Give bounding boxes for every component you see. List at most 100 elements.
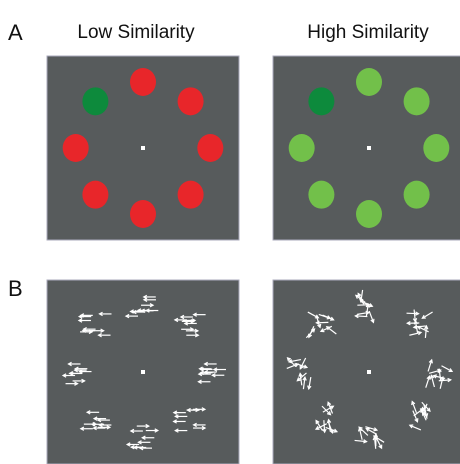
arrow-head xyxy=(195,407,200,413)
arrow-cluster xyxy=(425,358,454,389)
arrow-shaft xyxy=(302,377,306,390)
arrow-head xyxy=(413,319,419,325)
fixation-point xyxy=(141,370,145,374)
fixation-point xyxy=(367,146,371,150)
arrow-head xyxy=(131,309,137,315)
arrow-head xyxy=(100,328,105,333)
arrow-shaft xyxy=(360,289,364,302)
arrow-head xyxy=(423,413,429,418)
arrow-head xyxy=(373,427,379,432)
stimulus-disc xyxy=(356,68,382,96)
arrow-head xyxy=(378,444,383,450)
arrow-shaft xyxy=(286,363,299,370)
arrow-shaft xyxy=(421,401,431,412)
arrow-shaft xyxy=(375,437,383,449)
arrow-shaft xyxy=(425,376,431,388)
arrow-head xyxy=(79,426,85,431)
arrow-head xyxy=(212,367,218,372)
arrow-head xyxy=(429,374,435,379)
arrow-head xyxy=(154,428,160,433)
arrow-shaft xyxy=(287,357,297,368)
stimulus-disc xyxy=(62,134,89,162)
arrow-head xyxy=(137,440,142,445)
arrow-head xyxy=(307,385,312,391)
column-title: High Similarity xyxy=(307,22,429,43)
arrow-cluster xyxy=(124,294,159,319)
arrow-shaft xyxy=(373,436,377,449)
arrow-head xyxy=(421,411,426,417)
arrow-head xyxy=(61,373,67,378)
arrow-head xyxy=(183,321,189,326)
arrow-head xyxy=(141,435,146,440)
arrow-head xyxy=(88,329,94,335)
stimulus-disc xyxy=(177,180,204,209)
arrow-head xyxy=(319,328,325,333)
arrow-cluster xyxy=(77,311,112,338)
arrow-shaft xyxy=(413,309,416,322)
panel-label: B xyxy=(8,276,23,301)
arrow-head xyxy=(138,445,144,451)
arrow-head xyxy=(333,428,339,433)
arrow-shaft xyxy=(296,372,307,382)
arrow-cluster xyxy=(406,309,433,339)
arrow-head xyxy=(315,419,320,425)
arrow-head xyxy=(286,356,292,362)
arrow-shaft xyxy=(325,426,338,433)
arrow-head xyxy=(211,373,216,378)
fixation-point xyxy=(367,370,371,374)
arrow-shaft xyxy=(412,410,419,422)
arrow-shaft xyxy=(411,401,418,414)
arrow-shaft xyxy=(433,375,446,380)
arrow-cluster xyxy=(286,356,312,391)
stimulus-disc xyxy=(423,134,450,162)
arrow-head xyxy=(327,401,332,406)
arrow-cluster xyxy=(172,407,207,433)
arrow-shaft xyxy=(423,404,428,417)
arrow-head xyxy=(82,326,87,332)
arrow-head xyxy=(440,375,445,381)
arrow-head xyxy=(194,333,200,338)
arrow-cluster xyxy=(354,426,385,450)
arrow-head xyxy=(317,323,322,329)
arrow-head xyxy=(428,358,433,364)
arrow-head xyxy=(201,407,207,412)
arrow-head xyxy=(354,313,359,319)
arrow-shaft xyxy=(318,313,331,319)
stimulus-disc xyxy=(130,68,156,96)
stimulus-disc xyxy=(356,200,382,228)
arrow-head xyxy=(354,294,360,299)
arrow-shaft xyxy=(430,375,435,388)
arrow-head xyxy=(136,308,142,313)
arrow-shaft xyxy=(429,369,441,374)
arrow-shaft xyxy=(315,423,328,430)
arrow-head xyxy=(326,315,332,320)
arrow-cluster xyxy=(61,361,92,386)
arrow-shaft xyxy=(323,420,326,433)
arrow-head xyxy=(368,303,374,308)
arrow-head xyxy=(194,328,200,334)
arrow-head xyxy=(408,424,414,429)
arrow-shaft xyxy=(409,331,422,336)
arrow-head xyxy=(203,369,209,375)
arrow-shaft xyxy=(315,420,324,432)
stimulus-disc xyxy=(288,134,315,162)
arrow-head xyxy=(173,317,179,323)
arrow-head xyxy=(68,371,74,376)
arrow-head xyxy=(172,410,178,415)
arrow-head xyxy=(365,427,370,432)
arrow-head xyxy=(326,411,332,416)
arrow-head xyxy=(149,303,155,308)
arrow-head xyxy=(448,368,454,373)
arrow-head xyxy=(322,428,327,434)
arrow-shaft xyxy=(417,326,429,333)
arrow-head xyxy=(179,314,185,320)
arrow-shaft xyxy=(308,326,315,338)
arrow-shaft xyxy=(427,359,433,372)
arrow-head xyxy=(125,442,131,447)
arrow-head xyxy=(329,405,335,410)
arrow-head xyxy=(189,327,195,332)
arrow-head xyxy=(414,418,419,423)
arrow-cluster xyxy=(197,361,226,384)
arrow-shaft xyxy=(321,405,331,416)
arrow-head xyxy=(92,416,98,421)
